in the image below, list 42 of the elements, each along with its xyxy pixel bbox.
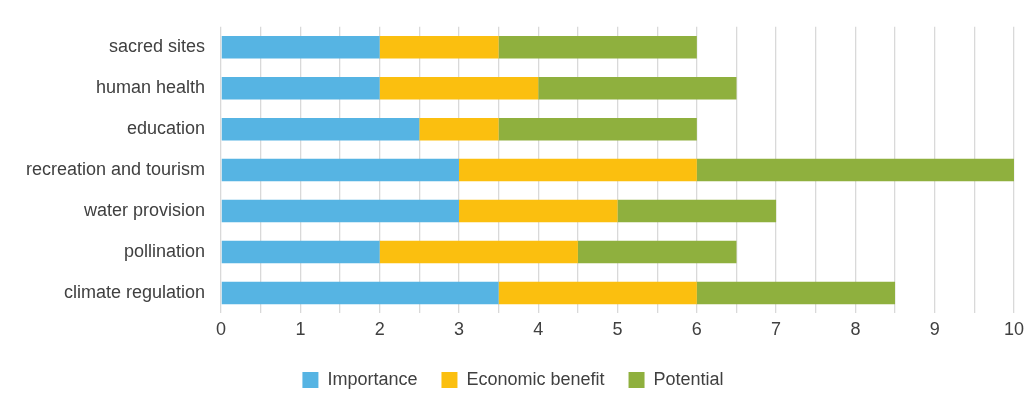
- y-tick-label: water provision: [83, 200, 206, 221]
- y-tick-label: recreation and tourism: [25, 159, 206, 180]
- bar: [221, 76, 380, 100]
- x-tick-label: 2: [374, 319, 385, 340]
- bar: [379, 240, 578, 264]
- x-tick-label: 9: [929, 319, 940, 340]
- bar: [498, 117, 697, 141]
- bar: [419, 117, 499, 141]
- legend-label: Importance: [327, 368, 418, 389]
- bar: [221, 117, 420, 141]
- y-tick-label: human health: [95, 77, 206, 98]
- y-tick-label: climate regulation: [64, 281, 206, 302]
- x-tick-label: 10: [1003, 319, 1024, 340]
- bar: [696, 158, 1014, 182]
- x-tick-label: 6: [691, 319, 702, 340]
- bar: [221, 240, 380, 264]
- bar: [379, 36, 499, 59]
- bar: [221, 281, 499, 305]
- bar: [617, 199, 777, 223]
- x-tick-label: 7: [771, 319, 782, 340]
- bar: [221, 199, 459, 223]
- x-tick-label: 4: [533, 319, 544, 340]
- bar: [221, 36, 380, 59]
- bar: [538, 76, 737, 100]
- bar: [221, 158, 459, 182]
- x-tick-label: 5: [612, 319, 623, 340]
- bar: [577, 240, 737, 264]
- x-tick-label: 3: [453, 319, 464, 340]
- bar: [458, 199, 618, 223]
- y-tick-label: education: [127, 118, 206, 139]
- legend-label: Potential: [653, 368, 724, 389]
- y-tick-label: sacred sites: [109, 36, 206, 57]
- bar: [458, 158, 697, 182]
- bar: [379, 76, 539, 100]
- x-tick-label: 1: [295, 319, 306, 340]
- bar: [498, 36, 697, 59]
- y-tick-label: pollination: [124, 240, 206, 261]
- x-tick-label: 8: [850, 319, 861, 340]
- legend-label: Economic benefit: [466, 368, 605, 389]
- bar: [696, 281, 896, 305]
- bar: [498, 281, 697, 305]
- x-tick-label: 0: [216, 319, 227, 340]
